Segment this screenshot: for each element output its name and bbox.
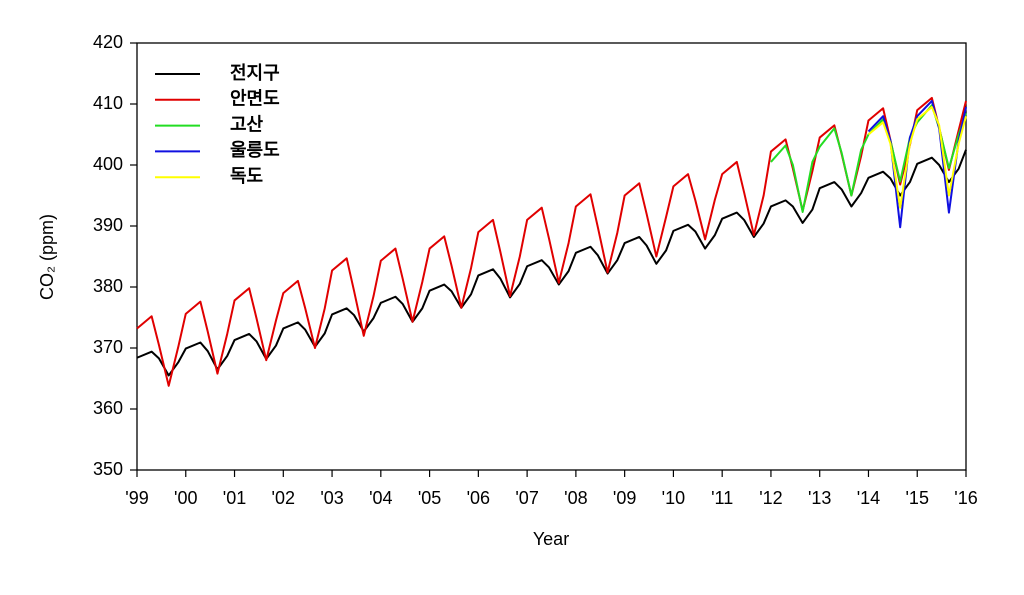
legend-label: 안면도 <box>230 89 280 109</box>
x-tick-label: '09 <box>613 488 636 508</box>
legend-label: 전지구 <box>230 63 280 83</box>
y-tick-label: 390 <box>93 215 123 235</box>
x-tick-label: '05 <box>418 488 441 508</box>
y-tick-label: 360 <box>93 398 123 418</box>
y-tick-label: 420 <box>93 32 123 52</box>
plot-frame <box>136 42 967 471</box>
y-axis-label: CO₂ (ppm) <box>37 214 57 300</box>
legend-label: 고산 <box>230 114 264 134</box>
x-tick-label: '14 <box>857 488 880 508</box>
x-tick-label: '01 <box>223 488 246 508</box>
x-tick-label: '02 <box>272 488 295 508</box>
series-line <box>867 99 967 229</box>
x-tick-label: '16 <box>954 488 977 508</box>
series-line <box>867 106 967 209</box>
x-tick-label: '11 <box>711 488 733 508</box>
y-tick-label: 380 <box>93 276 123 296</box>
x-tick-label: '04 <box>369 488 392 508</box>
x-tick-label: '06 <box>467 488 490 508</box>
x-tick-label: '07 <box>515 488 538 508</box>
x-tick-label: '00 <box>174 488 197 508</box>
x-tick-label: '08 <box>564 488 587 508</box>
x-tick-label: '13 <box>808 488 831 508</box>
y-tick-label: 350 <box>93 459 123 479</box>
x-tick-label: '15 <box>906 488 929 508</box>
legend-label: 울릉도 <box>230 140 280 160</box>
series-line <box>136 96 967 387</box>
x-tick-label: '12 <box>759 488 782 508</box>
x-tick-label: '10 <box>662 488 685 508</box>
legend-label: 독도 <box>230 166 263 186</box>
x-axis-label: Year <box>533 529 569 549</box>
y-tick-label: 410 <box>93 93 123 113</box>
series-line <box>136 149 967 377</box>
x-tick-label: '99 <box>125 488 148 508</box>
y-tick-label: 370 <box>93 337 123 357</box>
y-tick-label: 400 <box>93 154 123 174</box>
x-tick-label: '03 <box>320 488 343 508</box>
